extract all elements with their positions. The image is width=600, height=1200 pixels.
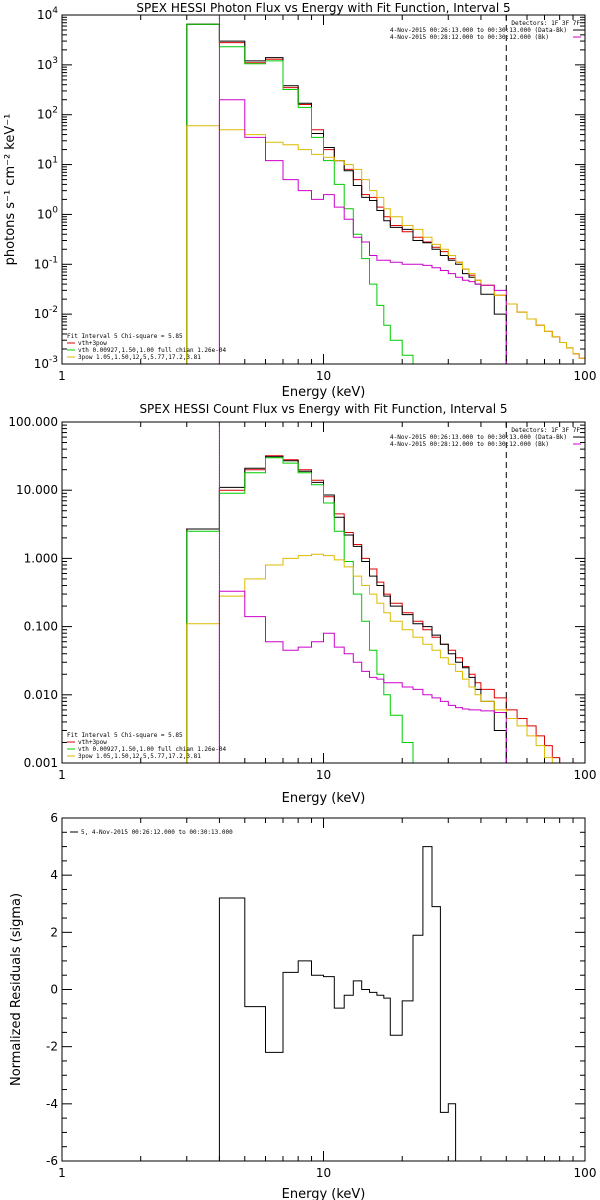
series-line (186, 23, 424, 364)
y-tick-label: 10-1 (34, 255, 58, 271)
legend-header: Fit Interval 5 Chi-square = 5.85 (67, 732, 183, 739)
x-tick-label: 100 (574, 1166, 597, 1180)
series-line (186, 455, 561, 763)
legend-label: 3pow 1.05,1.50,12.5,5.77,17.2,3.81 (78, 753, 201, 760)
y-tick-label: -6 (46, 1154, 58, 1168)
plot-frame (61, 14, 586, 365)
series-line (218, 846, 457, 1161)
y-tick-label: 6 (50, 811, 58, 825)
y-tick-label: 0.001 (24, 756, 58, 770)
y-tick-label: 102 (37, 106, 58, 122)
y-axis-label: photons s⁻¹ cm⁻² keV⁻¹ (3, 114, 18, 266)
y-tick-label: 0.100 (24, 620, 58, 634)
legend-header: Detectors: 1F 3F 7F (511, 20, 580, 27)
x-tick-label: 10 (316, 768, 331, 782)
y-tick-label: 0 (50, 983, 58, 997)
y-tick-label: 101 (37, 156, 58, 172)
x-tick-label: 10 (316, 369, 331, 383)
y-tick-label: 100.000 (8, 415, 58, 429)
series-group (218, 846, 457, 1161)
series-line (186, 23, 585, 364)
x-tick-label: 100 (574, 369, 597, 383)
x-tick-label: 1 (58, 1166, 66, 1180)
y-tick-label: 2 (50, 925, 58, 939)
count-flux-panel: SPEX HESSI Count Flux vs Energy with Fit… (8, 402, 597, 806)
x-tick-label: 10 (316, 1166, 331, 1180)
series-group (186, 23, 585, 364)
y-tick-label: -2 (46, 1040, 58, 1054)
legend-header: Detectors: 1F 3F 7F (511, 427, 580, 434)
y-tick-label: 10-2 (34, 305, 58, 321)
y-axis-label: Normalized Residuals (sigma) (9, 893, 24, 1086)
legend-label: vth+3pow (78, 340, 107, 347)
y-tick-label: -4 (46, 1097, 58, 1111)
legend-label: 5, 4-Nov-2015 00:26:12.000 to 00:30:13.0… (81, 829, 233, 836)
legend-header: Fit Interval 5 Chi-square = 5.85 (67, 333, 183, 340)
y-tick-label: 103 (37, 56, 58, 72)
series-group (186, 455, 561, 763)
legend-label: 3pow 1.05,1.50,12.5,5.77,17.2,3.81 (78, 354, 201, 361)
series-line (186, 553, 553, 763)
series-line (218, 99, 507, 364)
x-axis-label: Energy (keV) (282, 385, 366, 400)
y-tick-label: 10-3 (34, 355, 58, 371)
plot-frame (61, 817, 586, 1162)
y-tick-label: 0.010 (24, 688, 58, 702)
residuals-panel: Energy (keV) Normalized Residuals (sigma)… (9, 811, 596, 1200)
series-line (186, 457, 424, 763)
y-tick-label: 1.000 (24, 551, 58, 565)
legend-label: vth+3pow (78, 739, 107, 746)
series-line (186, 456, 507, 763)
series-line (186, 23, 507, 364)
series-line (186, 125, 585, 364)
series-line (218, 590, 507, 763)
x-tick-label: 100 (574, 768, 597, 782)
x-tick-label: 1 (58, 369, 66, 383)
x-axis-label: Energy (keV) (282, 791, 366, 806)
y-tick-label: 104 (37, 6, 58, 22)
legend-label: vth 0.00927,1.50,1.00 full chian 1.26e-0… (78, 746, 226, 753)
legend-label: 4-Nov-2015 00:26:13.000 to 00:30:13.000 … (390, 434, 567, 441)
chart-title: SPEX HESSI Count Flux vs Energy with Fit… (139, 402, 507, 416)
y-tick-label: 100 (37, 205, 58, 221)
plot-frame (61, 421, 586, 764)
legend-label: 4-Nov-2015 00:28:12.000 to 00:30:12.000 … (390, 34, 549, 41)
y-tick-label: 4 (50, 868, 58, 882)
photon-flux-panel: SPEX HESSI Photon Flux vs Energy with Fi… (3, 1, 597, 400)
x-tick-label: 1 (58, 768, 66, 782)
chart-title: SPEX HESSI Photon Flux vs Energy with Fi… (136, 1, 510, 15)
legend-label: 4-Nov-2015 00:28:12.000 to 00:30:12.000 … (390, 441, 549, 448)
legend-label: 4-Nov-2015 00:26:13.000 to 00:30:13.000 … (390, 27, 567, 34)
x-axis-label: Energy (keV) (282, 1187, 366, 1200)
legend-label: vth 0.00927,1.50,1.00 full chian 1.26e-0… (78, 347, 226, 354)
y-tick-label: 10.000 (16, 483, 58, 497)
